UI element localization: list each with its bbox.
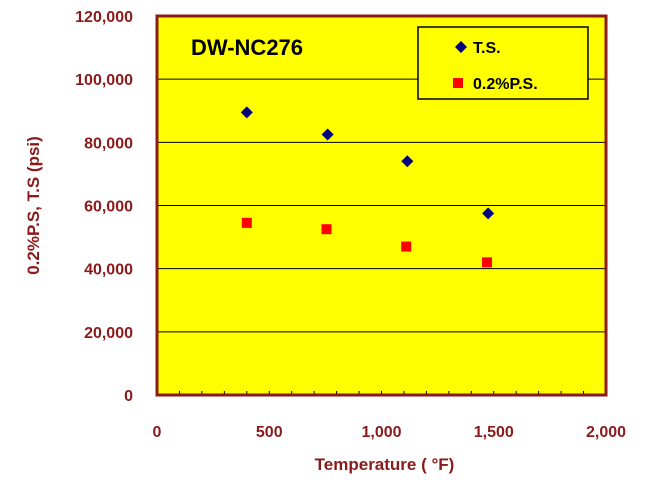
ts-point: [321, 128, 334, 141]
legend-marker-ps: [453, 78, 463, 88]
ps-point: [482, 257, 493, 268]
ts-point: [240, 106, 253, 119]
x-axis-title: Temperature ( °F): [315, 455, 455, 474]
y-tick-label: 120,000: [75, 9, 133, 26]
x-tick-label: 0: [153, 424, 162, 441]
y-tick-label: 40,000: [84, 262, 133, 279]
x-tick-label: 1,000: [361, 424, 401, 441]
x-tick-label: 500: [256, 424, 283, 441]
y-tick-label: 80,000: [84, 135, 133, 152]
legend-label-ps: 0.2%P.S.: [473, 76, 538, 93]
legend: T.S. 0.2%P.S.: [417, 26, 589, 100]
chart-title: DW-NC276: [191, 35, 303, 60]
ps-point: [321, 224, 332, 235]
ps-point: [241, 217, 252, 228]
plot-border: [155, 14, 608, 397]
gridlines: [157, 78, 606, 333]
y-tick-label: 60,000: [84, 199, 133, 216]
x-tick-labels: 0 500 1,000 1,500 2,000: [153, 424, 627, 441]
ps-point: [401, 241, 412, 252]
y-tick-label: 0: [124, 388, 133, 405]
x-tick-label: 2,000: [586, 424, 626, 441]
y-tick-label: 20,000: [84, 325, 133, 342]
x-tick-label: 1,500: [474, 424, 514, 441]
ts-point: [482, 207, 495, 220]
legend-label-ts: T.S.: [473, 40, 501, 57]
legend-marker-ts: [455, 41, 467, 53]
ts-point: [401, 155, 414, 168]
legend-box: [417, 26, 589, 100]
data-points: [240, 106, 495, 268]
y-tick-labels: 0 20,000 40,000 60,000 80,000 100,000 120,000: [75, 9, 133, 405]
y-tick-label: 100,000: [75, 72, 133, 89]
y-axis-title: 0.2%P.S, T.S (psi): [24, 136, 43, 275]
